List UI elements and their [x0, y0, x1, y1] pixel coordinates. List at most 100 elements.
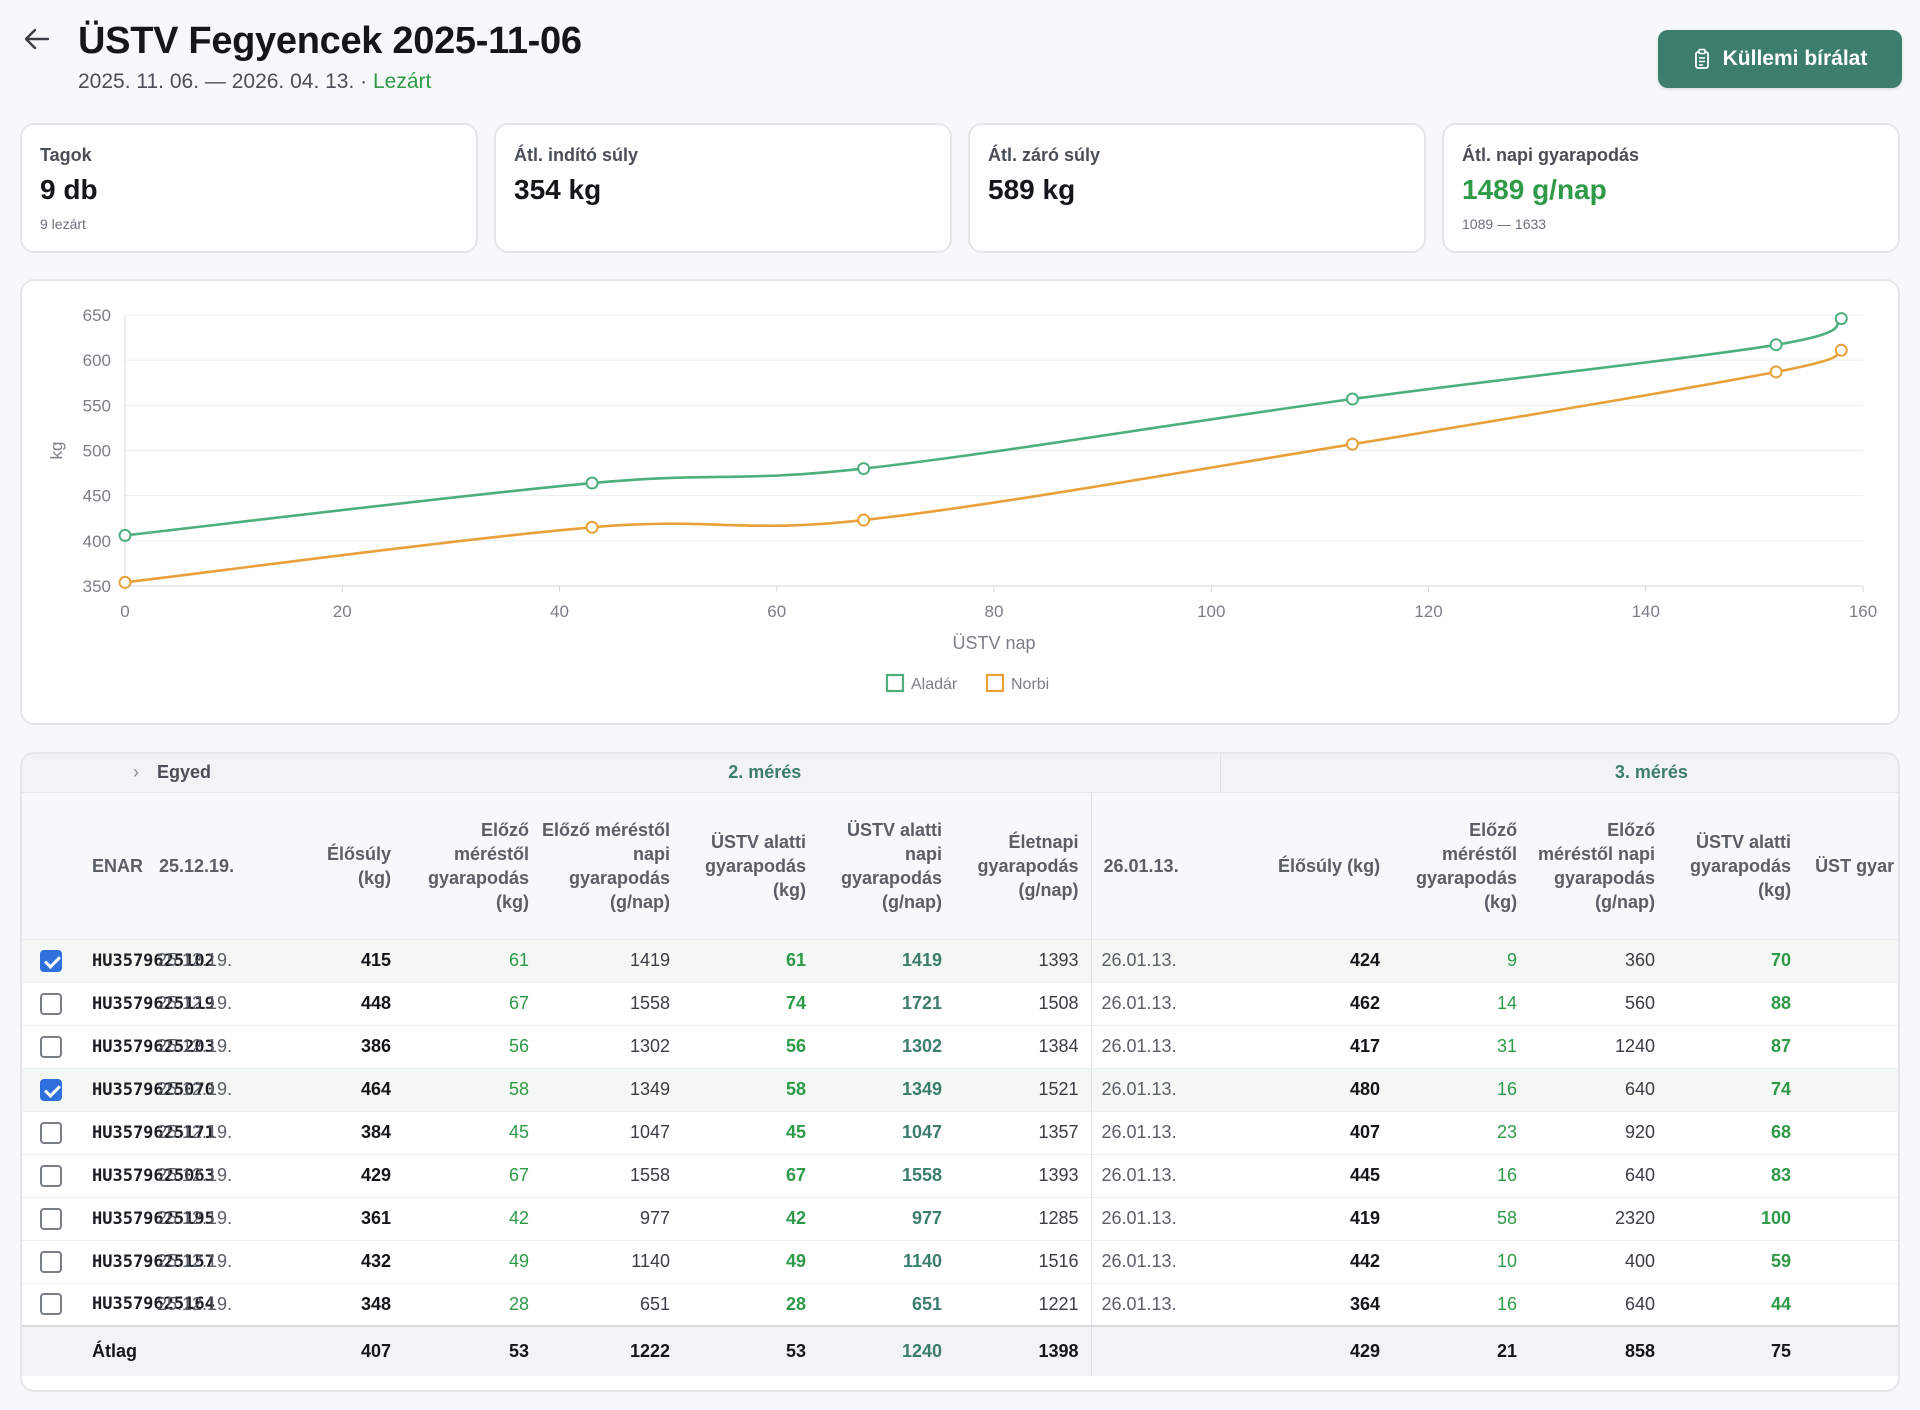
ustv-gain-cell: 44 — [1667, 1283, 1804, 1327]
col-date-2[interactable]: 25.12.19. — [147, 792, 310, 940]
date-cell: 25.12.19. — [147, 1197, 310, 1241]
measurements-table: › Egyed 2. mérés 3. mérés ENAR 25.12.19.… — [22, 754, 1898, 1376]
weight-cell: 424 — [1220, 939, 1393, 983]
average-row: Átlag 407 53 1222 53 1240 1398 429 21 85… — [22, 1325, 1898, 1376]
ustv-gain-cell: 49 — [682, 1240, 818, 1284]
prev-daily-gain-cell: 640 — [1529, 1154, 1668, 1198]
y-tick-label: 500 — [83, 442, 111, 461]
prev-gain-cell: 58 — [1392, 1197, 1530, 1241]
lifetime-daily-gain-cell: 1393 — [954, 939, 1091, 983]
enar-cell: HU3579625070 — [80, 1068, 215, 1112]
ustv-gain-cell: 70 — [1667, 939, 1804, 983]
row-checkbox[interactable] — [40, 1078, 62, 1101]
col-prev-daily-gain-2[interactable]: Előző méréstől napi gyarapodás (g/nap) — [541, 792, 682, 940]
row-checkbox[interactable] — [40, 1121, 62, 1144]
row-checkbox[interactable] — [40, 1293, 62, 1316]
prev-gain-cell: 61 — [403, 939, 541, 983]
table-row[interactable]: HU3579625164 25.12.19. 348 28 651 28 651 1221 26… — [22, 1283, 1898, 1327]
prev-daily-gain-cell: 400 — [1529, 1240, 1668, 1284]
group-measurement-2: 2. mérés — [310, 754, 1221, 793]
ustv-gain-cell: 56 — [682, 1025, 818, 1069]
row-checkbox[interactable] — [40, 1035, 62, 1058]
data-point — [1345, 437, 1359, 451]
row-checkbox[interactable] — [40, 992, 62, 1015]
col-ustv-gain-2[interactable]: ÜSTV alatti gyarapodás (kg) — [682, 792, 818, 940]
col-lifetime-daily-gain-2[interactable]: Életnapi gyarapodás (g/nap) — [954, 792, 1091, 940]
table-row[interactable]: HU3579625171 25.12.19. 384 45 1047 45 1047 1357… — [22, 1111, 1898, 1155]
date-cell: 25.12.19. — [147, 982, 310, 1026]
col-prev-gain-2[interactable]: Előző méréstől gyarapodás (kg) — [403, 792, 541, 940]
row-checkbox[interactable] — [40, 1164, 62, 1187]
series-line-1 — [124, 348, 1842, 584]
ustv-gain-cell: 74 — [682, 982, 818, 1026]
ustv-gain-cell: 42 — [682, 1197, 818, 1241]
row-checkbox[interactable] — [40, 1207, 62, 1230]
prev-daily-gain-cell: 560 — [1529, 982, 1668, 1026]
prev-gain-cell: 23 — [1392, 1111, 1530, 1155]
row-checkbox[interactable] — [40, 949, 62, 972]
table-row[interactable]: HU3579625102 25.12.19. 415 61 1419 61 1419 1393… — [22, 939, 1898, 983]
ustv-daily-gain-cell: 1302 — [818, 1025, 954, 1069]
weight-cell: 417 — [1220, 1025, 1393, 1069]
date-cell: 26.01.13. — [1090, 1240, 1221, 1284]
prev-gain-cell: 16 — [1392, 1154, 1530, 1198]
row-checkbox[interactable] — [40, 1250, 62, 1273]
col-enar[interactable]: ENAR — [80, 792, 147, 940]
lifetime-daily-gain-cell: 1285 — [954, 1197, 1091, 1241]
expand-toggle[interactable]: › — [80, 754, 147, 793]
col-prev-daily-gain-3[interactable]: Előző méréstől napi gyarapodás (g/nap) — [1529, 792, 1668, 940]
weight-cell: 419 — [1220, 1197, 1393, 1241]
table-row[interactable]: HU3579625203 25.12.19. 386 56 1302 56 1302 1384… — [22, 1025, 1898, 1069]
col-ustv-gain-3[interactable]: ÜSTV alatti gyarapodás (kg) — [1667, 792, 1804, 940]
date-cell: 26.01.13. — [1090, 982, 1221, 1026]
col-weight-3[interactable]: Élősúly (kg) — [1220, 792, 1393, 940]
measurements-table-panel: › Egyed 2. mérés 3. mérés ENAR 25.12.19.… — [20, 752, 1900, 1392]
ustv-daily-gain-cell: 1721 — [818, 982, 954, 1026]
y-tick-label: 400 — [83, 532, 111, 551]
weight-cell: 348 — [310, 1283, 403, 1327]
table-row[interactable]: HU3579625195 25.12.19. 361 42 977 42 977 1285 26… — [22, 1197, 1898, 1241]
card-sub: 1089 — 1633 — [1462, 216, 1547, 232]
back-button[interactable] — [22, 26, 56, 56]
table-row[interactable]: HU3579625063 25.12.19. 429 67 1558 67 1558 1393… — [22, 1154, 1898, 1198]
weight-cell: 442 — [1220, 1240, 1393, 1284]
data-point — [1769, 365, 1783, 379]
ustv-daily-gain-cell: 977 — [818, 1197, 954, 1241]
date-cell: 25.12.19. — [147, 1068, 310, 1112]
card-members: Tagok 9 db 9 lezárt — [20, 123, 478, 253]
date-cell: 25.12.19. — [147, 939, 310, 983]
card-start-weight: Átl. indító súly 354 kg — [494, 123, 952, 253]
weight-cell: 407 — [1220, 1111, 1393, 1155]
col-ustv-daily-gain-3[interactable]: ÜST gyar ( — [1803, 792, 1898, 940]
review-button[interactable]: Küllemi bírálat — [1658, 30, 1902, 88]
ustv-daily-gain-cell: 1047 — [818, 1111, 954, 1155]
col-prev-gain-3[interactable]: Előző méréstől gyarapodás (kg) — [1392, 792, 1530, 940]
table-body: HU3579625102 25.12.19. 415 61 1419 61 1419 1393… — [22, 939, 1898, 1327]
data-point — [1834, 312, 1848, 326]
table-row[interactable]: HU3579625070 25.12.19. 464 58 1349 58 1349 1521… — [22, 1068, 1898, 1112]
legend-label: Norbi — [1011, 676, 1049, 693]
date-cell: 25.12.19. — [147, 1283, 310, 1327]
lifetime-daily-gain-cell: 1516 — [954, 1240, 1091, 1284]
table-row[interactable]: HU3579625119 25.12.19. 448 67 1558 74 1721 1508… — [22, 982, 1898, 1026]
col-ustv-daily-gain-2[interactable]: ÜSTV alatti napi gyarapodás (g/nap) — [818, 792, 954, 940]
col-weight-2[interactable]: Élősúly (kg) — [310, 792, 403, 940]
enar-cell: HU3579625195 — [80, 1197, 215, 1241]
weight-cell: 384 — [310, 1111, 403, 1155]
chevron-right-icon: › — [133, 762, 139, 783]
table-row[interactable]: HU3579625157 25.12.19. 432 49 1140 49 1140 1516… — [22, 1240, 1898, 1284]
card-value: 1489 g/nap — [1462, 174, 1607, 205]
date-cell: 25.12.19. — [147, 1025, 310, 1069]
weight-chart: 350 400 450 500 550 600 650 0 20 40 60 80 100 120 140 1… — [47, 306, 1877, 693]
group-egyed: Egyed — [147, 754, 310, 793]
ustv-gain-cell: 74 — [1667, 1068, 1804, 1112]
enar-cell: HU3579625171 — [80, 1111, 215, 1155]
prev-daily-gain-cell: 1558 — [541, 1154, 682, 1198]
avg-prev-daily-gain-3: 858 — [1529, 1325, 1668, 1376]
prev-daily-gain-cell: 640 — [1529, 1068, 1668, 1112]
date-cell: 26.01.13. — [1090, 1068, 1221, 1112]
weight-cell: 462 — [1220, 982, 1393, 1026]
prev-gain-cell: 58 — [403, 1068, 541, 1112]
clipboard-icon — [1694, 48, 1709, 69]
col-date-3[interactable]: 26.01.13. — [1090, 792, 1221, 940]
